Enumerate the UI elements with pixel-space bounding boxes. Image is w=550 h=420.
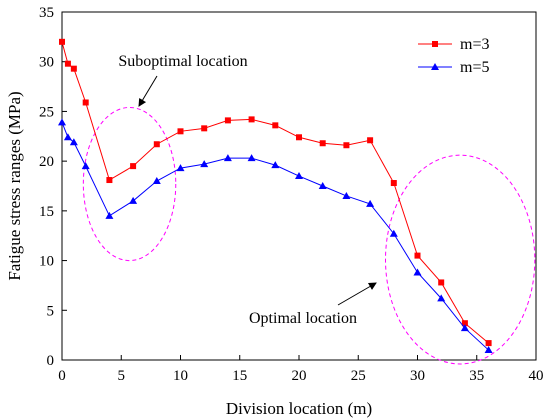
data-point xyxy=(153,141,160,148)
data-point xyxy=(271,161,280,169)
data-point xyxy=(248,116,255,123)
highlight-ellipses xyxy=(82,106,536,365)
data-point xyxy=(432,41,438,47)
x-tick-label: 35 xyxy=(469,368,484,384)
data-point xyxy=(152,177,161,185)
data-point xyxy=(318,182,327,189)
data-point xyxy=(366,199,375,207)
data-point xyxy=(413,268,422,276)
annotation-label: Suboptimal location xyxy=(118,53,247,70)
data-point xyxy=(59,38,65,45)
legend-label: m=5 xyxy=(460,59,489,76)
series-triangle xyxy=(58,118,493,354)
data-point xyxy=(82,99,89,106)
data-point xyxy=(484,346,493,354)
x-tick-label: 25 xyxy=(351,368,366,384)
y-tick-label: 25 xyxy=(39,104,54,120)
legend-item: m=5 xyxy=(418,59,489,76)
data-point xyxy=(342,191,351,199)
y-tick-label: 30 xyxy=(39,55,54,71)
data-point xyxy=(414,252,421,259)
annotation-arrow xyxy=(138,75,158,107)
y-tick-label: 5 xyxy=(47,303,55,319)
x-axis-label: Division location (m) xyxy=(226,399,372,418)
legend-item: m=3 xyxy=(418,36,489,53)
series-square xyxy=(59,38,492,347)
data-point xyxy=(437,294,446,302)
data-point xyxy=(438,279,445,286)
data-point xyxy=(247,154,256,162)
data-point xyxy=(223,154,232,162)
data-point xyxy=(106,177,113,184)
data-point xyxy=(58,118,66,126)
x-tick-label: 15 xyxy=(232,368,247,384)
x-tick-label: 40 xyxy=(529,368,544,384)
data-point xyxy=(431,63,439,70)
y-axis-label: Fatigue stress ranges (MPa) xyxy=(5,91,24,280)
data-point xyxy=(224,117,231,124)
data-series xyxy=(58,38,493,354)
x-tick-label: 5 xyxy=(118,368,126,384)
annotations: Suboptimal location Optimal location xyxy=(118,53,377,327)
series-line xyxy=(61,41,489,344)
axis-ticks: 0 5 10 15 20 25 30 35 40 0 5 10 15 20 25 30 35 xyxy=(39,5,544,384)
highlight-ellipse xyxy=(385,154,536,365)
legend: m=3m=5 xyxy=(418,36,489,76)
x-tick-label: 20 xyxy=(292,368,307,384)
data-point xyxy=(176,164,185,172)
y-tick-label: 15 xyxy=(39,204,54,220)
data-point xyxy=(200,160,209,168)
data-point xyxy=(390,180,397,187)
data-point xyxy=(70,65,77,72)
data-point xyxy=(296,134,302,141)
data-point xyxy=(367,137,374,144)
y-tick-label: 35 xyxy=(39,5,54,21)
data-point xyxy=(272,122,279,129)
data-point xyxy=(485,340,492,347)
data-point xyxy=(460,324,469,332)
highlight-ellipse xyxy=(82,106,177,262)
y-tick-label: 0 xyxy=(47,353,55,369)
data-point xyxy=(64,60,71,67)
y-tick-label: 20 xyxy=(39,154,54,170)
data-point xyxy=(343,142,350,149)
data-point xyxy=(177,128,184,135)
data-point xyxy=(129,196,138,204)
annotation-arrow xyxy=(337,282,377,306)
data-point xyxy=(81,162,90,170)
data-point xyxy=(295,172,303,180)
data-point xyxy=(461,320,468,327)
x-tick-label: 30 xyxy=(410,368,425,384)
data-point xyxy=(63,133,72,141)
data-point xyxy=(389,229,398,237)
data-point xyxy=(201,125,208,132)
y-tick-label: 10 xyxy=(39,254,54,270)
x-tick-label: 10 xyxy=(173,368,188,384)
data-point xyxy=(130,163,137,170)
data-point xyxy=(105,211,114,219)
x-tick-label: 0 xyxy=(58,368,66,384)
legend-label: m=3 xyxy=(460,36,489,53)
data-point xyxy=(319,140,326,147)
data-point xyxy=(69,138,78,146)
annotation-label: Optimal location xyxy=(249,310,357,327)
